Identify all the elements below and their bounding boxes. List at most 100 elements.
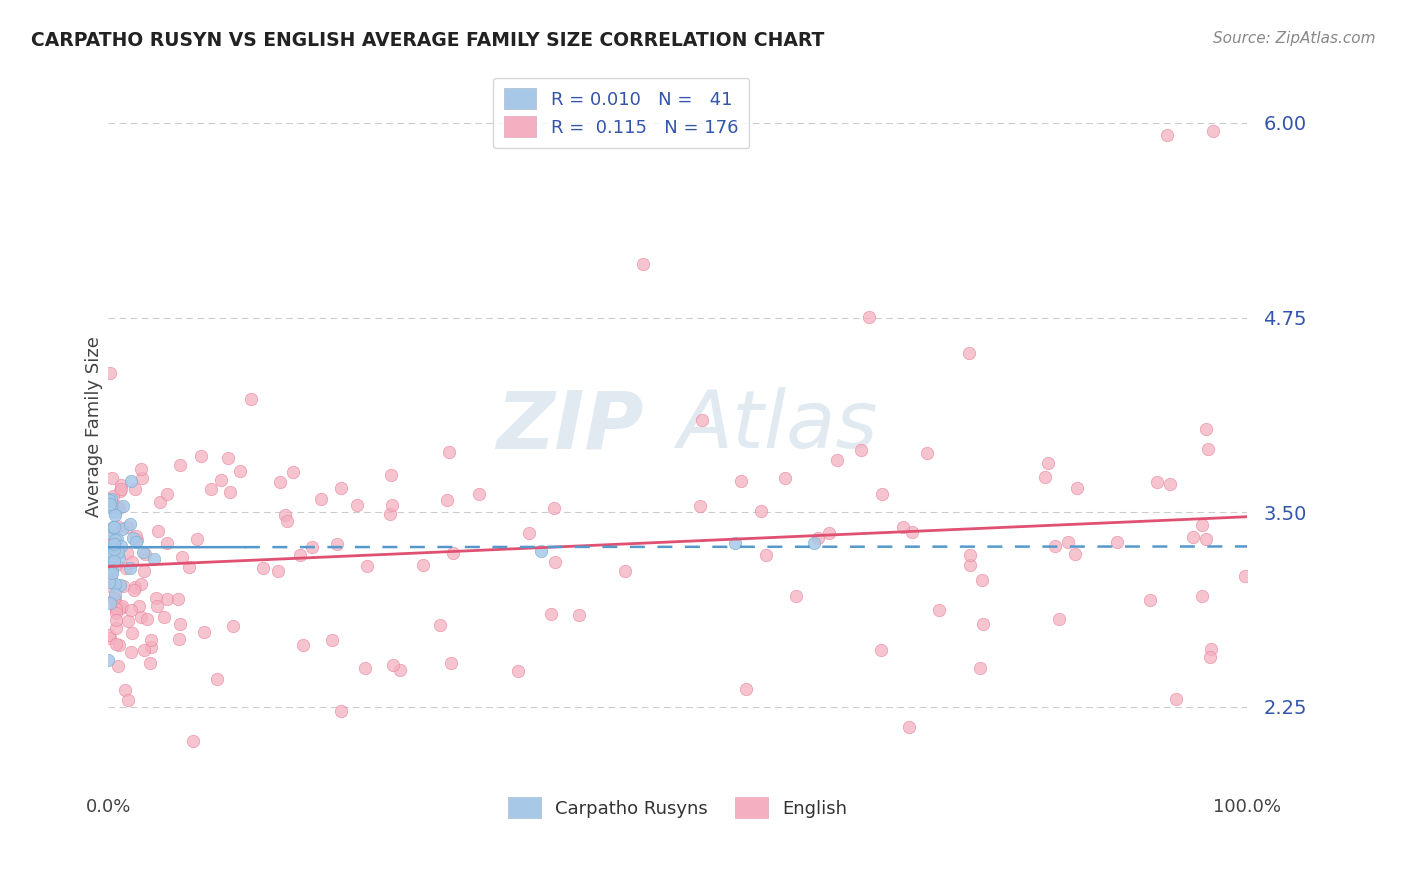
Point [98,575,121,590]
Point [117,520,139,534]
Point [110,478,132,492]
Point [117,614,139,628]
Text: CARPATHO RUSYN VS ENGLISH AVERAGE FAMILY SIZE CORRELATION CHART: CARPATHO RUSYN VS ENGLISH AVERAGE FAMILY… [31,31,824,50]
Point [544,554,567,568]
Point [166,591,188,606]
Point [959,549,981,563]
Point [98,566,121,580]
Point [440,656,463,670]
Point [381,657,404,672]
Point [381,498,404,512]
Point [103,520,125,534]
Point [139,640,162,654]
Point [1047,612,1070,626]
Point [101,535,124,549]
Point [125,529,148,543]
Point [149,495,172,509]
Point [120,645,142,659]
Point [849,442,872,457]
Point [309,491,332,506]
Point [378,507,401,521]
Point [105,637,128,651]
Point [104,591,127,606]
Point [1033,470,1056,484]
Point [172,549,194,564]
Point [690,413,713,427]
Point [568,608,591,623]
Point [186,533,208,547]
Point [1191,518,1213,533]
Point [118,517,141,532]
Point [290,548,312,562]
Point [957,345,980,359]
Point [755,549,778,563]
Point [901,524,924,539]
Point [128,599,150,613]
Point [276,514,298,528]
Point [104,508,127,522]
Point [1166,692,1188,706]
Point [132,643,155,657]
Point [104,576,127,591]
Point [508,664,530,678]
Point [111,599,134,614]
Point [152,610,174,624]
Point [107,551,129,566]
Text: Atlas: Atlas [678,387,879,466]
Point [530,544,553,558]
Point [129,610,152,624]
Point [100,559,122,574]
Point [356,558,378,573]
Point [252,561,274,575]
Point [209,473,232,487]
Point [730,474,752,488]
Point [1233,569,1256,583]
Point [1057,534,1080,549]
Point [825,453,848,467]
Point [325,537,347,551]
Point [98,524,121,539]
Point [735,682,758,697]
Point [749,504,772,518]
Point [103,542,125,557]
Point [104,533,127,547]
Point [98,628,121,642]
Point [389,663,412,677]
Point [1159,477,1181,491]
Point [972,617,994,632]
Point [100,544,122,558]
Point [773,471,796,485]
Point [1181,530,1204,544]
Point [122,582,145,597]
Point [689,499,711,513]
Point [915,446,938,460]
Point [103,587,125,601]
Point [103,537,125,551]
Point [437,445,460,459]
Point [101,471,124,485]
Point [145,591,167,605]
Point [121,626,143,640]
Point [111,522,134,536]
Point [105,602,128,616]
Point [229,464,252,478]
Point [1195,422,1218,436]
Point [156,535,179,549]
Point [105,621,128,635]
Point [200,482,222,496]
Point [98,579,121,593]
Point [100,552,122,566]
Point [129,577,152,591]
Point [858,310,880,325]
Point [98,541,121,555]
Point [1156,128,1178,143]
Point [222,619,245,633]
Point [354,660,377,674]
Point [105,518,128,533]
Point [928,603,950,617]
Point [111,579,134,593]
Point [818,526,841,541]
Point [205,673,228,687]
Text: ZIP: ZIP [496,387,644,466]
Point [107,545,129,559]
